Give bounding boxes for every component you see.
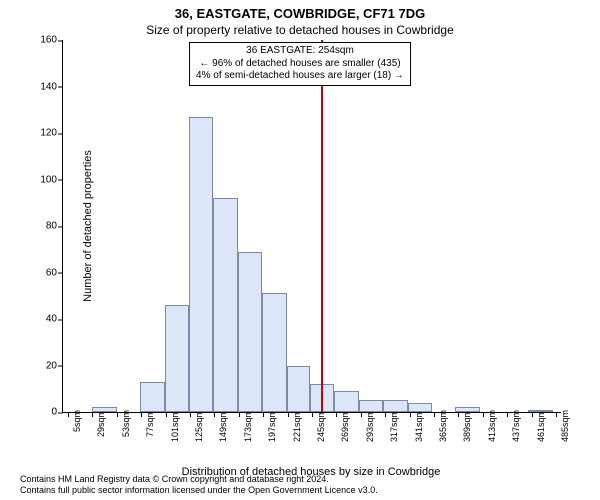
x-tick-label: 485sqm	[560, 410, 570, 442]
x-tick-label: 5sqm	[72, 410, 82, 432]
y-tick: 40	[25, 314, 57, 325]
x-tick-mark	[434, 412, 435, 417]
x-tick-label: 173sqm	[243, 410, 253, 442]
histogram-bar	[359, 400, 383, 412]
x-tick-label: 77sqm	[145, 410, 155, 437]
x-tick-mark	[556, 412, 557, 417]
y-tick: 80	[25, 221, 57, 232]
x-tick-mark	[410, 412, 411, 417]
reference-line	[321, 40, 323, 412]
plot-region: 0204060801001201401605sqm29sqm53sqm77sqm…	[62, 40, 561, 413]
x-tick-mark	[312, 412, 313, 417]
x-tick-mark	[336, 412, 337, 417]
x-tick-mark	[166, 412, 167, 417]
histogram-bar	[287, 366, 310, 413]
x-tick-label: 149sqm	[218, 410, 228, 442]
x-tick-label: 293sqm	[365, 410, 375, 442]
histogram-bar	[189, 117, 213, 412]
x-tick-mark	[214, 412, 215, 417]
x-tick-mark	[239, 412, 240, 417]
x-tick-label: 317sqm	[389, 410, 399, 442]
x-tick-mark	[458, 412, 459, 417]
x-tick-label: 437sqm	[511, 410, 521, 442]
page-title: 36, EASTGATE, COWBRIDGE, CF71 7DG	[0, 0, 600, 21]
x-tick-label: 29sqm	[96, 410, 106, 437]
x-tick-label: 125sqm	[194, 410, 204, 442]
x-tick-mark	[68, 412, 69, 417]
histogram-bar	[408, 403, 432, 412]
annotation-line: ← 96% of detached houses are smaller (43…	[196, 58, 404, 71]
y-tick: 100	[25, 174, 57, 185]
x-tick-mark	[288, 412, 289, 417]
x-tick-mark	[385, 412, 386, 417]
histogram-bar	[213, 198, 237, 412]
x-tick-mark	[263, 412, 264, 417]
x-tick-label: 269sqm	[340, 410, 350, 442]
histogram-bar	[455, 407, 479, 412]
histogram-bar	[383, 400, 407, 412]
x-tick-label: 341sqm	[414, 410, 424, 442]
x-tick-label: 389sqm	[462, 410, 472, 442]
x-tick-mark	[507, 412, 508, 417]
annotation-line: 4% of semi-detached houses are larger (1…	[196, 70, 404, 83]
x-tick-mark	[141, 412, 142, 417]
y-tick: 120	[25, 128, 57, 139]
y-tick: 160	[25, 35, 57, 46]
x-tick-label: 53sqm	[121, 410, 131, 437]
x-tick-label: 245sqm	[316, 410, 326, 442]
x-tick-mark	[92, 412, 93, 417]
histogram-bar	[334, 391, 358, 412]
x-tick-label: 365sqm	[438, 410, 448, 442]
histogram-bar	[92, 407, 116, 412]
footer-line: Contains full public sector information …	[20, 485, 378, 496]
page-subtitle: Size of property relative to detached ho…	[0, 21, 600, 37]
x-tick-mark	[190, 412, 191, 417]
x-tick-mark	[361, 412, 362, 417]
histogram-bar	[238, 252, 262, 412]
annotation-line: 36 EASTGATE: 254sqm	[196, 45, 404, 58]
x-tick-mark	[532, 412, 533, 417]
y-tick: 60	[25, 267, 57, 278]
y-tick: 20	[25, 360, 57, 371]
chart-area: Number of detached properties 0204060801…	[62, 40, 560, 412]
footer-attribution: Contains HM Land Registry data © Crown c…	[20, 474, 378, 496]
annotation-box: 36 EASTGATE: 254sqm ← 96% of detached ho…	[189, 42, 411, 86]
x-tick-label: 221sqm	[292, 410, 302, 442]
y-tick: 0	[25, 407, 57, 418]
x-tick-mark	[483, 412, 484, 417]
x-tick-label: 413sqm	[487, 410, 497, 442]
histogram-bar	[165, 305, 189, 412]
histogram-bar	[528, 410, 552, 412]
footer-line: Contains HM Land Registry data © Crown c…	[20, 474, 378, 485]
y-tick: 140	[25, 81, 57, 92]
x-tick-label: 101sqm	[170, 410, 180, 442]
x-tick-mark	[117, 412, 118, 417]
histogram-bar	[262, 293, 286, 412]
x-tick-label: 197sqm	[267, 410, 277, 442]
histogram-bar	[140, 382, 164, 412]
chart-container: 36, EASTGATE, COWBRIDGE, CF71 7DG Size o…	[0, 0, 600, 500]
x-tick-label: 461sqm	[536, 410, 546, 442]
